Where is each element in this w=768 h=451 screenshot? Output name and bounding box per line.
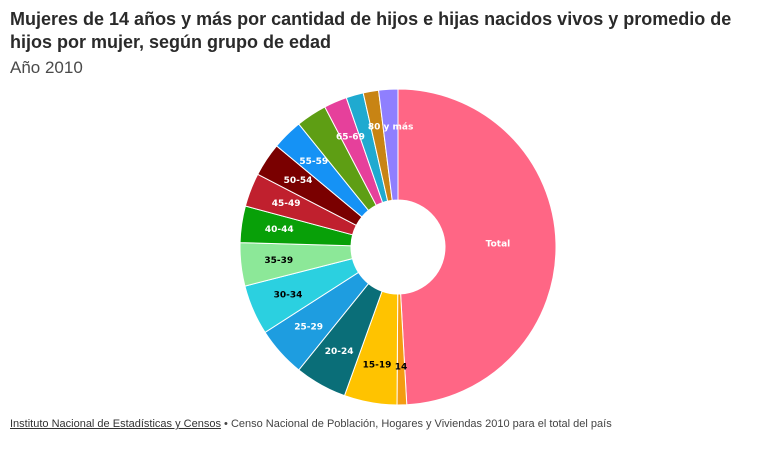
slice-label-80-y-más: 80 y más [368, 123, 413, 133]
slice-label-40-44: 40-44 [265, 225, 294, 235]
slices-group [239, 88, 557, 406]
slice-label-15-19: 15-19 [363, 361, 392, 371]
chart-subtitle: Año 2010 [10, 58, 83, 77]
source-note: Censo Nacional de Población, Hogares y V… [230, 418, 612, 430]
slice-label-25-29: 25-29 [294, 323, 323, 333]
source-link[interactable]: Instituto Nacional de Estadísticas y Cen… [10, 418, 221, 430]
slice-label-30-34: 30-34 [274, 290, 303, 300]
source-footer: Instituto Nacional de Estadísticas y Cen… [10, 418, 612, 430]
slice-label-65-69: 65-69 [336, 132, 365, 142]
slice-label-45-49: 45-49 [272, 199, 301, 209]
slice-80-y-más[interactable] [377, 88, 399, 201]
slice-label-20-24: 20-24 [325, 347, 354, 357]
slice-label-35-39: 35-39 [264, 256, 293, 266]
slice-label-55-59: 55-59 [299, 157, 328, 167]
slice-total[interactable] [397, 88, 557, 406]
slice-label-50-54: 50-54 [284, 176, 313, 186]
slice-label-total: Total [486, 240, 511, 250]
slice-label-14: 14 [395, 362, 408, 372]
chart-title: Mujeres de 14 años y más por cantidad de… [10, 9, 732, 52]
footer-separator: • [224, 418, 228, 430]
